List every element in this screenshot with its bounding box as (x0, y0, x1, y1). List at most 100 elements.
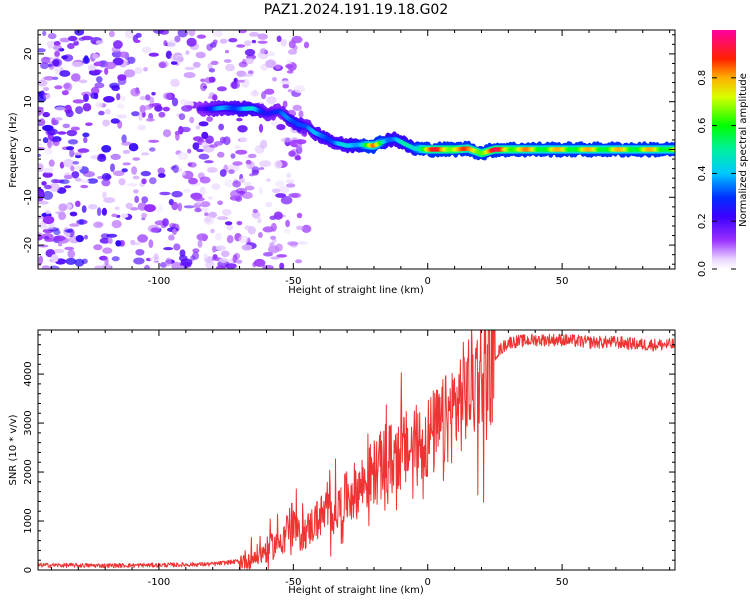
heatmap-noise-cell (87, 178, 99, 184)
heatmap-noise-cell (54, 248, 65, 254)
heatmap-noise-cell (199, 186, 206, 196)
heatmap-noise-cell (149, 96, 155, 105)
heatmap-noise-cell (67, 139, 79, 145)
heatmap-noise-cell (42, 171, 53, 178)
heatmap-noise-cell (118, 178, 126, 186)
heatmap-noise-cell (38, 48, 46, 53)
heatmap-noise-cell (45, 209, 51, 215)
heatmap-noise-cell (193, 197, 205, 202)
heatmap-noise-cell (104, 67, 109, 75)
heatmap-noise-cell (225, 63, 235, 72)
heatmap-noise-cell (192, 61, 201, 68)
x-tick-label: -50 (285, 276, 301, 287)
heatmap-noise-cell (121, 134, 127, 143)
heatmap-noise-cell (101, 207, 107, 216)
heatmap-noise-cell (81, 258, 88, 264)
heatmap-noise-cell (65, 109, 74, 118)
heatmap-noise-cell (167, 39, 177, 48)
y-tick-label: 0 (23, 146, 34, 152)
snr-axes-frame (37, 329, 676, 571)
heatmap-noise-cell (126, 183, 138, 187)
heatmap-noise-cell (116, 114, 127, 119)
heatmap-noise-cell (82, 56, 90, 64)
heatmap-noise-cell (159, 262, 167, 268)
heatmap-noise-cell (78, 79, 88, 84)
heatmap-noise-cell (303, 41, 310, 49)
heatmap-noise-cell (196, 200, 203, 205)
heatmap-noise-cell (292, 104, 302, 111)
figure-title: PAZ1.2024.191.19.18.G02 (264, 2, 449, 18)
heatmap-noise-cell (188, 162, 197, 168)
heatmap-noise-cell (96, 76, 103, 83)
heatmap-noise-cell (107, 237, 113, 244)
heatmap-noise-cell (121, 168, 128, 173)
heatmap-noise-cell (251, 210, 261, 219)
heatmap-noise-cell (212, 254, 218, 260)
heatmap-noise-cell (171, 97, 179, 107)
heatmap-noise-cell (272, 188, 281, 193)
heatmap-noise-cell (131, 242, 142, 246)
heatmap-noise-cell (287, 49, 298, 55)
heatmap-noise-cell (54, 50, 60, 57)
heatmap-noise-cell (69, 149, 75, 158)
heatmap-noise-cell (80, 179, 90, 184)
heatmap-noise-cell (257, 40, 268, 44)
heatmap-noise-cell (116, 93, 121, 101)
heatmap-noise-cell (84, 234, 88, 240)
heatmap-noise-cell (41, 56, 51, 64)
heatmap-noise-cell (269, 242, 275, 249)
heatmap-noise-cell (215, 232, 222, 241)
heatmap-noise-cell (38, 153, 41, 157)
heatmap-noise-cell (42, 190, 54, 200)
heatmap-noise-cell (275, 64, 281, 70)
heatmap-noise-cell (38, 163, 44, 172)
x-tick-label: -50 (285, 577, 301, 588)
heatmap-noise-cell (294, 85, 306, 94)
heatmap-noise-cell (278, 186, 290, 194)
heatmap-noise-cell (150, 227, 160, 233)
heatmap-cells (38, 30, 675, 269)
heatmap-noise-cell (73, 40, 79, 46)
x-tick-label: -100 (148, 276, 171, 287)
heatmap-noise-cell (71, 61, 83, 67)
heatmap-noise-cell (201, 131, 209, 140)
heatmap-noise-cell (157, 167, 165, 175)
heatmap-noise-cell (285, 219, 290, 228)
heatmap-noise-cell (267, 51, 275, 57)
heatmap-noise-cell (39, 118, 45, 126)
heatmap-noise-cell (186, 37, 197, 47)
heatmap-noise-cell (92, 53, 99, 59)
heatmap-noise-cell (97, 154, 107, 162)
x-tick-label: -100 (148, 577, 171, 588)
heatmap-noise-cell (280, 80, 291, 85)
heatmap-noise-cell (137, 124, 147, 131)
heatmap-noise-cell (69, 223, 80, 227)
heatmap-noise-cell (270, 235, 277, 240)
heatmap-noise-cell (276, 124, 286, 131)
heatmap-noise-cell (43, 76, 55, 81)
heatmap-noise-cell (135, 32, 142, 38)
heatmap-noise-cell (208, 144, 218, 148)
heatmap-noise-cell (258, 232, 263, 238)
colorbar-tick-label: 0.4 (697, 165, 708, 181)
heatmap-noise-cell (168, 234, 175, 241)
heatmap-noise-cell (162, 129, 172, 138)
heatmap-noise-cell (232, 161, 243, 166)
heatmap-noise-cell (253, 258, 266, 267)
heatmap-noise-cell (245, 57, 254, 65)
heatmap-noise-cell (170, 78, 180, 88)
heatmap-noise-cell (224, 179, 235, 188)
y-tick-label: 3000 (23, 410, 34, 435)
heatmap-noise-cell (270, 222, 277, 232)
heatmap-noise-cell (263, 252, 273, 257)
heatmap-noise-cell (212, 245, 217, 253)
heatmap-noise-cell (279, 262, 285, 269)
heatmap-noise-cell (93, 62, 102, 67)
heatmap-noise-cell (75, 106, 84, 115)
colorbar-tick-label: 0.8 (697, 70, 708, 86)
heatmap-noise-cell (143, 67, 148, 72)
heatmap-noise-cell (258, 123, 264, 133)
heatmap-noise-cell (179, 249, 186, 257)
snr-ylabel: SNR (10 * v/v) (8, 414, 19, 485)
heatmap-noise-cell (94, 82, 105, 89)
